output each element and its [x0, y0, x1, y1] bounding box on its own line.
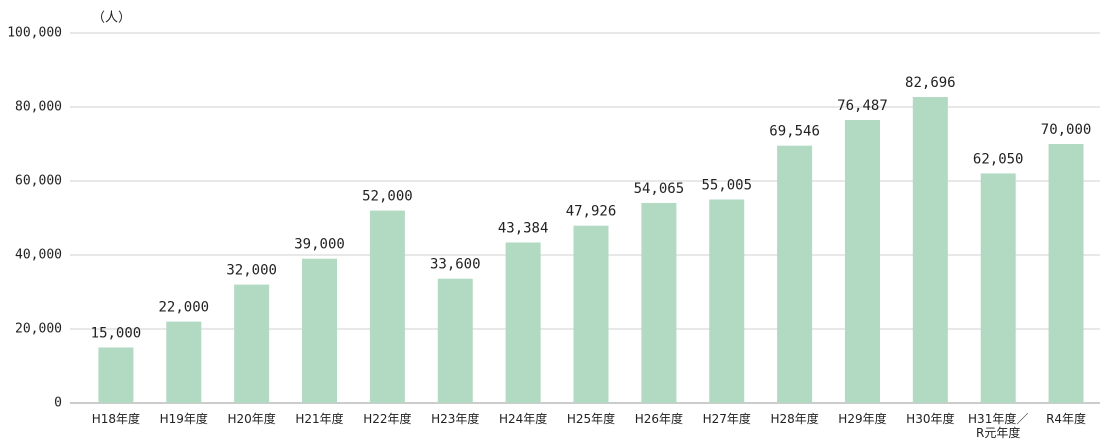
data-label: 47,926	[566, 204, 617, 220]
data-label: 76,487	[837, 98, 888, 114]
data-label: 55,005	[701, 177, 752, 193]
data-label: 52,000	[362, 189, 413, 205]
bar	[1048, 144, 1084, 403]
x-tick-label: H26年度	[634, 412, 683, 426]
x-tick-label: H29年度	[838, 412, 887, 426]
x-tick-label: H28年度	[770, 412, 819, 426]
bar	[573, 225, 609, 403]
bar	[98, 347, 134, 403]
bar	[641, 202, 677, 403]
data-label: 39,000	[294, 237, 345, 253]
data-label: 22,000	[159, 300, 210, 316]
bar	[709, 199, 745, 403]
x-tick-label: H21年度	[295, 412, 344, 426]
x-tick-label: H25年度	[566, 412, 616, 426]
x-tick-label: R4年度	[1046, 412, 1087, 426]
data-label: 43,384	[498, 220, 549, 236]
bar	[844, 119, 880, 403]
bar	[437, 278, 473, 403]
x-tick-label: H31年度／ R元年度	[968, 412, 1029, 440]
x-tick-label: H27年度	[702, 412, 751, 426]
y-tick-label: 100,000	[7, 26, 62, 41]
y-tick-label: 60,000	[15, 174, 62, 189]
data-label: 82,696	[905, 75, 956, 91]
data-label: 54,065	[634, 181, 685, 197]
x-tick-label: H20年度	[227, 412, 276, 426]
x-tick-label: H30年度	[906, 412, 955, 426]
unit-label: （人）	[92, 11, 131, 26]
bar	[505, 242, 541, 403]
x-tick-label: H23年度	[431, 412, 480, 426]
bar	[166, 321, 202, 403]
x-tick-label: H18年度	[91, 412, 141, 426]
x-tick-label: H24年度	[498, 412, 548, 426]
bar	[777, 145, 813, 403]
data-label: 62,050	[973, 151, 1024, 167]
x-tick-label: H22年度	[363, 412, 412, 426]
data-label: 69,546	[769, 124, 820, 140]
bar	[912, 97, 948, 403]
data-label: 70,000	[1041, 122, 1092, 138]
y-tick-label: 0	[54, 396, 62, 411]
bar	[234, 284, 270, 403]
y-tick-label: 80,000	[15, 100, 62, 115]
data-label: 15,000	[91, 326, 142, 342]
bar	[369, 210, 405, 403]
y-tick-label: 40,000	[15, 248, 62, 263]
y-tick-label: 20,000	[15, 322, 62, 337]
bar	[980, 173, 1016, 403]
bar	[302, 258, 338, 403]
data-label: 32,000	[226, 263, 277, 279]
x-tick-label: H19年度	[159, 412, 208, 426]
data-label: 33,600	[430, 257, 481, 273]
